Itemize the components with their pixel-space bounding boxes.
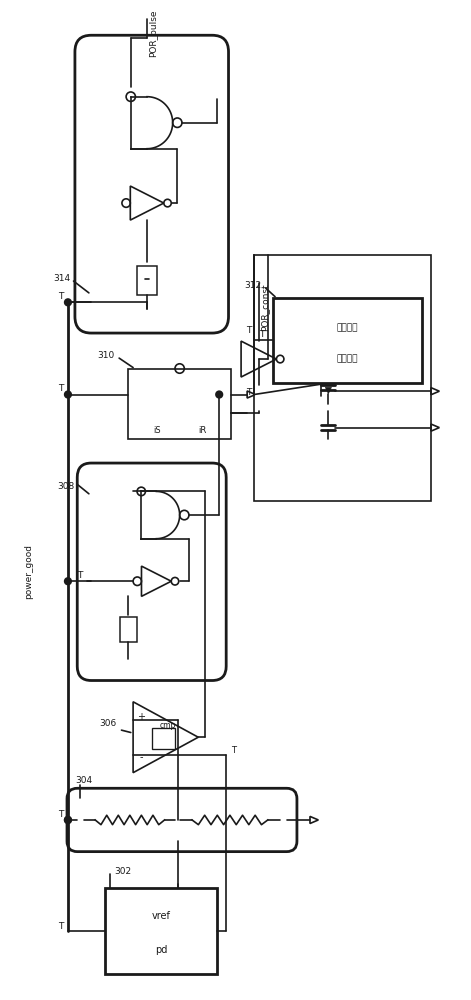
Text: 电源电压: 电源电压: [336, 323, 358, 332]
Circle shape: [65, 817, 71, 823]
Text: 306: 306: [99, 719, 116, 728]
Circle shape: [216, 391, 222, 398]
Text: 312: 312: [244, 281, 261, 290]
Polygon shape: [325, 387, 332, 394]
Text: -: -: [140, 752, 143, 762]
Bar: [254, 255, 431, 501]
Bar: [152, 728, 175, 749]
Text: T: T: [58, 810, 64, 819]
Text: iR: iR: [198, 426, 206, 435]
Text: T: T: [58, 922, 64, 931]
Bar: [129, 369, 231, 439]
Text: power_good: power_good: [24, 544, 33, 599]
Text: iS: iS: [153, 426, 161, 435]
Text: cmp: cmp: [160, 721, 176, 730]
Circle shape: [65, 817, 71, 823]
Text: 304: 304: [75, 776, 92, 785]
Text: pd: pd: [155, 945, 167, 955]
Text: 308: 308: [57, 482, 75, 491]
Text: T: T: [259, 330, 264, 339]
Text: T: T: [77, 571, 82, 580]
Text: T: T: [58, 292, 64, 301]
Text: POR_const: POR_const: [260, 283, 269, 331]
Text: 降稑视器: 降稑视器: [336, 354, 358, 363]
Text: POR_pulse: POR_pulse: [150, 9, 159, 57]
Text: +: +: [138, 712, 146, 722]
Text: 310: 310: [97, 351, 114, 360]
Text: T: T: [246, 326, 252, 335]
FancyBboxPatch shape: [67, 788, 297, 852]
Circle shape: [65, 578, 71, 585]
FancyBboxPatch shape: [77, 463, 226, 681]
Text: 314: 314: [53, 274, 70, 283]
Text: T: T: [231, 746, 236, 755]
Bar: [137, 266, 157, 295]
Bar: [120, 617, 137, 642]
Text: T: T: [246, 388, 252, 397]
Circle shape: [65, 391, 71, 398]
FancyBboxPatch shape: [75, 35, 228, 333]
Circle shape: [65, 299, 71, 306]
Bar: [273, 298, 422, 383]
Text: T: T: [58, 384, 64, 393]
Text: 302: 302: [114, 867, 131, 876]
Text: vref: vref: [152, 911, 171, 921]
Bar: [105, 888, 217, 974]
